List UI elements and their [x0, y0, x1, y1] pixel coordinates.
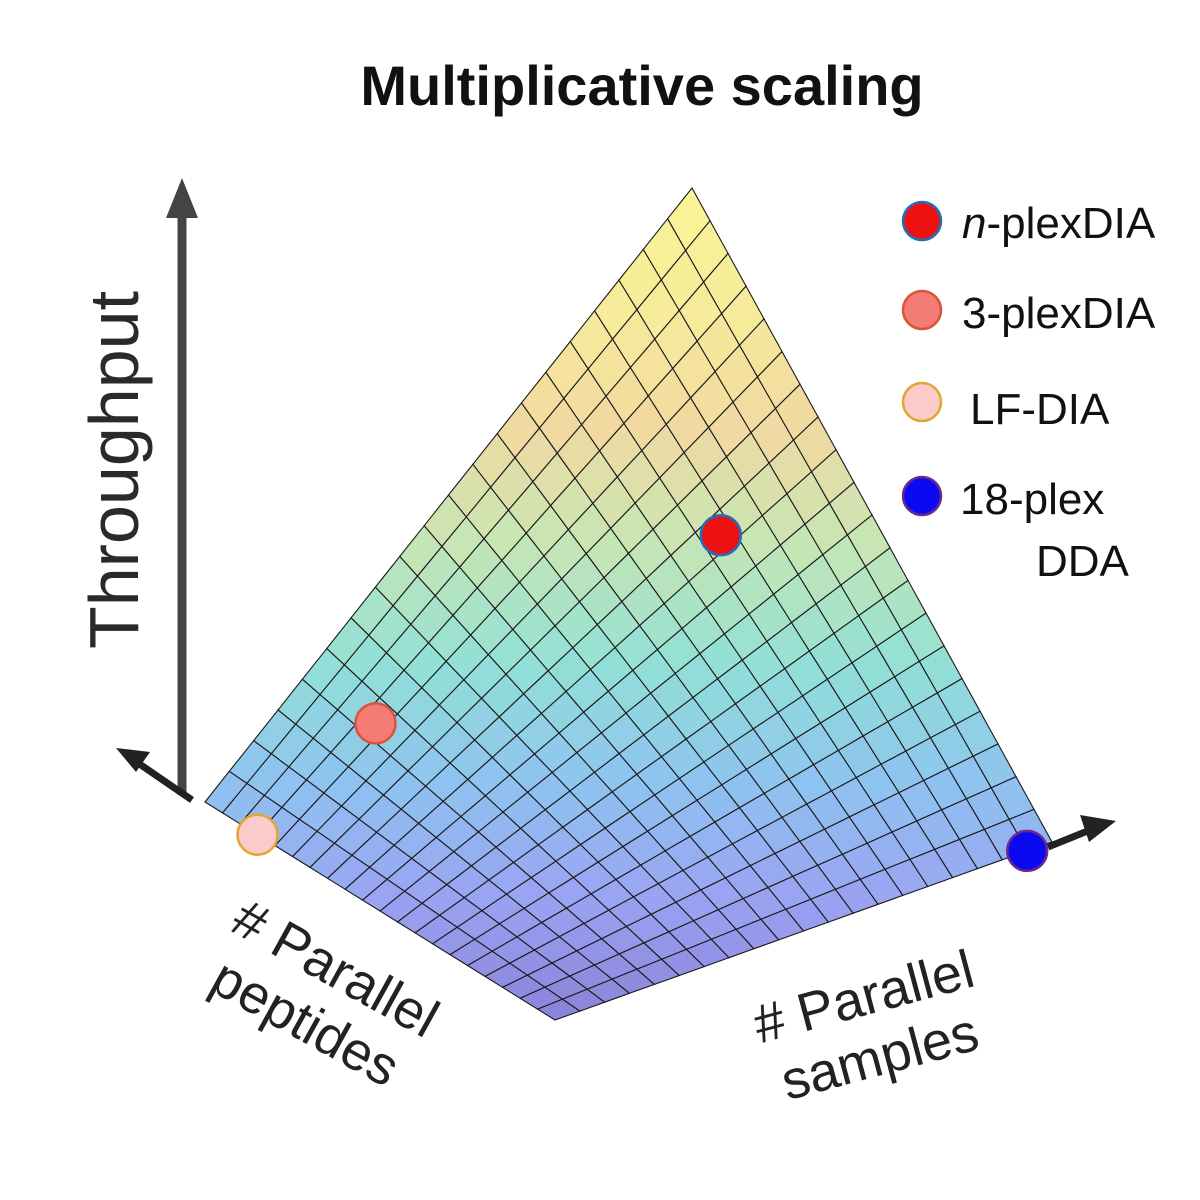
x-axis-arrowhead	[116, 748, 150, 772]
legend-label-3plexdia: 3-plexDIA	[962, 289, 1156, 338]
legend-marker-nplexdia	[901, 200, 943, 242]
legend-label-lfdia: LF-DIA	[970, 385, 1110, 434]
legend-marker-3plexdia	[901, 289, 943, 331]
legend-item-nplexdia: n-plexDIA	[901, 199, 1156, 248]
data-point-lfdia	[236, 813, 279, 856]
legend-item-3plexdia: 3-plexDIA	[901, 289, 1156, 338]
legend-marker-18plexdda	[901, 475, 943, 517]
legend-item-18plexdda: 18-plex DDA	[901, 475, 1130, 586]
legend-label-nplexdia: -plexDIA	[986, 199, 1155, 248]
legend-label-prefix-nplexdia: n	[962, 199, 986, 248]
throughput-surface	[204, 187, 1053, 1021]
x-axis-arrow	[116, 748, 194, 803]
legend-label-18plex: 18-plex	[960, 475, 1104, 524]
data-point-nplexdia	[699, 513, 743, 557]
data-point-3plexdia	[354, 702, 397, 745]
svg-text:n-plexDIA: n-plexDIA	[962, 199, 1156, 248]
legend-marker-lfdia	[901, 381, 943, 423]
z-axis	[166, 178, 198, 795]
y-axis-label: # Parallel samples	[747, 939, 984, 1112]
surface-cell	[666, 187, 711, 252]
legend-label-dda: DDA	[1036, 537, 1130, 586]
legend: n-plexDIA 3-plexDIA LF-DIA 18-plex DDA	[901, 199, 1156, 586]
chart-title: Multiplicative scaling	[360, 54, 923, 117]
y-axis-arrowhead	[1080, 815, 1116, 842]
z-axis-label: Throughput	[75, 291, 153, 649]
data-points	[236, 513, 1049, 873]
z-axis-arrowhead	[166, 178, 198, 218]
data-point-18plex	[1005, 829, 1049, 873]
y-axis-arrow	[1046, 815, 1116, 851]
legend-item-lfdia: LF-DIA	[901, 381, 1110, 434]
